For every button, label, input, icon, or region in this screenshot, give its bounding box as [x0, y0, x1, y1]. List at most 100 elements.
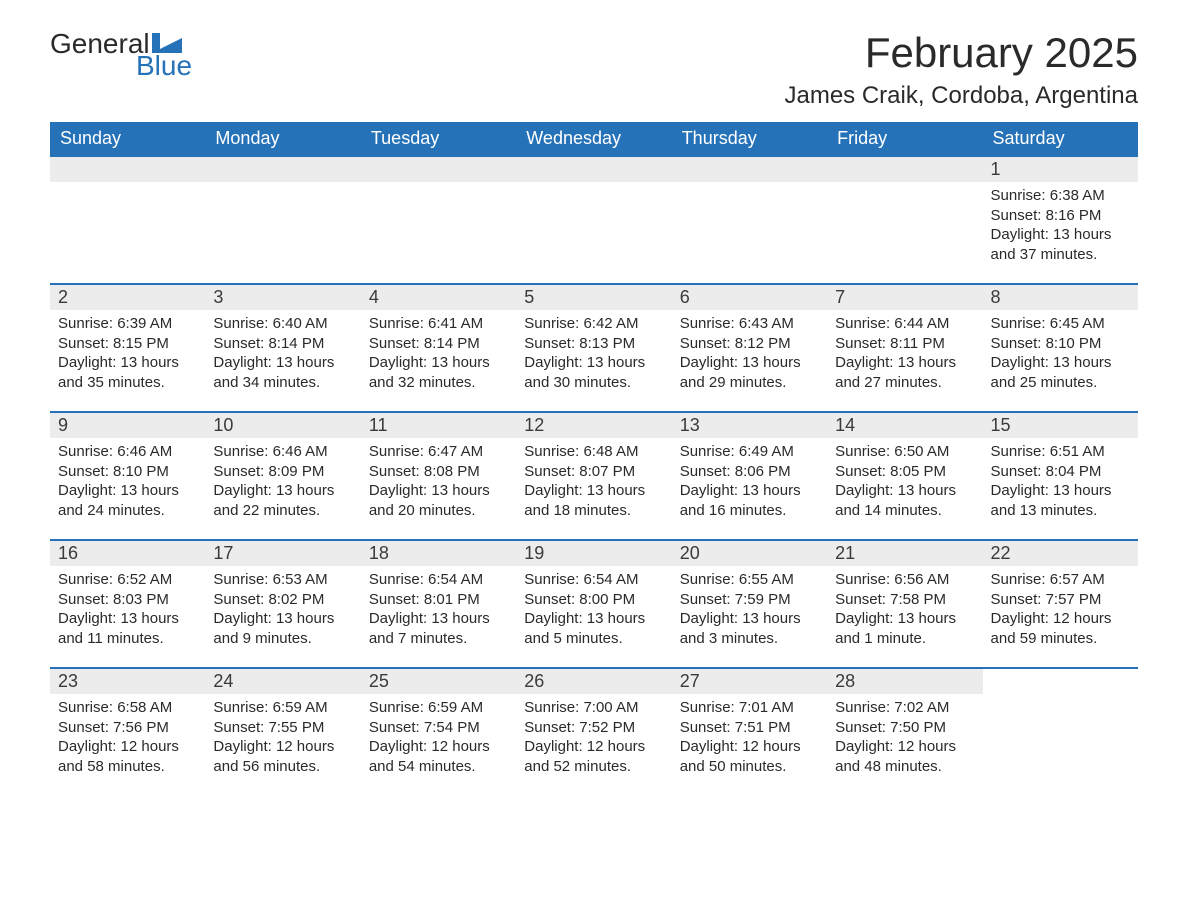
- calendar-day-cell: 14 Sunrise: 6:50 AMSunset: 8:05 PMDayligh…: [827, 411, 982, 539]
- daylight-line1: Daylight: 13 hours: [213, 353, 352, 373]
- daylight-line2: and 1 minute.: [835, 629, 974, 649]
- calendar-day-cell: 4Sunrise: 6:41 AMSunset: 8:14 PMDaylight…: [361, 283, 516, 411]
- sunset-text: Sunset: 8:09 PM: [213, 462, 352, 482]
- calendar-day-cell: 21Sunrise: 6:56 AMSunset: 7:58 PMDayligh…: [827, 539, 982, 667]
- sunset-text: Sunset: 8:15 PM: [58, 334, 197, 354]
- day-number-bar: [516, 155, 671, 182]
- day-number-bar: 27: [672, 667, 827, 694]
- daylight-line1: Daylight: 13 hours: [680, 481, 819, 501]
- day-number-bar: 9: [50, 411, 205, 438]
- day-number: 21: [835, 543, 855, 563]
- location-subtitle: James Craik, Cordoba, Argentina: [784, 82, 1138, 110]
- daylight-line1: Daylight: 13 hours: [369, 481, 508, 501]
- sunrise-text: Sunrise: 6:59 AM: [369, 698, 508, 718]
- day-number-bar: 19: [516, 539, 671, 566]
- sunset-text: Sunset: 8:06 PM: [680, 462, 819, 482]
- day-details: Sunrise: 6:57 AMSunset: 7:57 PMDaylight:…: [983, 566, 1138, 656]
- day-number: 26: [524, 671, 544, 691]
- day-number: 14: [835, 415, 855, 435]
- day-number-bar: 1: [983, 155, 1138, 182]
- day-number-bar: [672, 155, 827, 182]
- day-details: Sunrise: 6:50 AMSunset: 8:05 PMDaylight:…: [827, 438, 982, 528]
- day-number: 9: [58, 415, 68, 435]
- sunrise-text: Sunrise: 6:58 AM: [58, 698, 197, 718]
- sunset-text: Sunset: 7:56 PM: [58, 718, 197, 738]
- day-number-bar: 28: [827, 667, 982, 694]
- daylight-line2: and 27 minutes.: [835, 373, 974, 393]
- sunset-text: Sunset: 8:01 PM: [369, 590, 508, 610]
- calendar-day-cell: 1Sunrise: 6:38 AMSunset: 8:16 PMDaylight…: [983, 155, 1138, 283]
- day-details: Sunrise: 6:40 AMSunset: 8:14 PMDaylight:…: [205, 310, 360, 400]
- daylight-line1: Daylight: 13 hours: [213, 609, 352, 629]
- sunset-text: Sunset: 7:51 PM: [680, 718, 819, 738]
- calendar-day-cell: 19Sunrise: 6:54 AMSunset: 8:00 PMDayligh…: [516, 539, 671, 667]
- sunset-text: Sunset: 8:10 PM: [58, 462, 197, 482]
- calendar-table: SundayMondayTuesdayWednesdayThursdayFrid…: [50, 122, 1138, 795]
- weekday-header-row: SundayMondayTuesdayWednesdayThursdayFrid…: [50, 122, 1138, 155]
- daylight-line2: and 3 minutes.: [680, 629, 819, 649]
- calendar-day-cell: 11 Sunrise: 6:47 AMSunset: 8:08 PMDayligh…: [361, 411, 516, 539]
- day-details: Sunrise: 6:42 AMSunset: 8:13 PMDaylight:…: [516, 310, 671, 400]
- daylight-line1: Daylight: 13 hours: [369, 353, 508, 373]
- sunrise-text: Sunrise: 6:42 AM: [524, 314, 663, 334]
- day-number: 11: [369, 415, 388, 435]
- day-number: 6: [680, 287, 690, 307]
- day-details: Sunrise: 7:02 AMSunset: 7:50 PMDaylight:…: [827, 694, 982, 784]
- sunrise-text: Sunrise: 6:48 AM: [524, 442, 663, 462]
- daylight-line1: Daylight: 12 hours: [991, 609, 1130, 629]
- daylight-line2: and 37 minutes.: [991, 245, 1130, 265]
- day-details: Sunrise: 6:52 AMSunset: 8:03 PMDaylight:…: [50, 566, 205, 656]
- daylight-line2: and 32 minutes.: [369, 373, 508, 393]
- sunrise-text: Sunrise: 6:47 AM: [369, 442, 508, 462]
- daylight-line2: and 34 minutes.: [213, 373, 352, 393]
- day-number-bar: [50, 155, 205, 182]
- brand-word2: Blue: [136, 52, 192, 80]
- daylight-line1: Daylight: 13 hours: [835, 353, 974, 373]
- daylight-line2: and 18 minutes.: [524, 501, 663, 521]
- calendar-day-cell: 26Sunrise: 7:00 AMSunset: 7:52 PMDayligh…: [516, 667, 671, 795]
- calendar-week-row: 9 Sunrise: 6:46 AM Sunset: 8:10 PM Daylight…: [50, 411, 1138, 539]
- day-details: Sunrise: 6:59 AMSunset: 7:54 PMDaylight:…: [361, 694, 516, 784]
- sunset-text: Sunset: 8:14 PM: [213, 334, 352, 354]
- calendar-day-cell: 5Sunrise: 6:42 AMSunset: 8:13 PMDaylight…: [516, 283, 671, 411]
- day-number: 15: [991, 415, 1011, 435]
- day-details: Sunrise: 6:51 AMSunset: 8:04 PMDaylight:…: [983, 438, 1138, 528]
- daylight-line2: and 35 minutes.: [58, 373, 197, 393]
- sunset-text: Sunset: 8:03 PM: [58, 590, 197, 610]
- sunrise-text: Sunrise: 6:54 AM: [369, 570, 508, 590]
- daylight-line1: Daylight: 12 hours: [680, 737, 819, 757]
- day-number-bar: [205, 155, 360, 182]
- sunset-text: Sunset: 8:07 PM: [524, 462, 663, 482]
- day-number: 20: [680, 543, 700, 563]
- sunrise-text: Sunrise: 6:41 AM: [369, 314, 508, 334]
- calendar-day-cell: 6Sunrise: 6:43 AMSunset: 8:12 PMDaylight…: [672, 283, 827, 411]
- day-number: 8: [991, 287, 1001, 307]
- sunrise-text: Sunrise: 6:57 AM: [991, 570, 1130, 590]
- day-details: Sunrise: 6:48 AMSunset: 8:07 PMDaylight:…: [516, 438, 671, 528]
- daylight-line1: Daylight: 12 hours: [213, 737, 352, 757]
- sunrise-text: Sunrise: 6:51 AM: [991, 442, 1130, 462]
- day-number-bar: 16: [50, 539, 205, 566]
- day-number: 28: [835, 671, 855, 691]
- daylight-line1: Daylight: 13 hours: [58, 353, 197, 373]
- daylight-line1: Daylight: 13 hours: [213, 481, 352, 501]
- day-number: 7: [835, 287, 845, 307]
- daylight-line1: Daylight: 13 hours: [680, 353, 819, 373]
- day-number: 3: [213, 287, 223, 307]
- daylight-line1: Daylight: 12 hours: [835, 737, 974, 757]
- sunset-text: Sunset: 7:50 PM: [835, 718, 974, 738]
- daylight-line1: Daylight: 12 hours: [58, 737, 197, 757]
- daylight-line2: and 7 minutes.: [369, 629, 508, 649]
- sunset-text: Sunset: 7:59 PM: [680, 590, 819, 610]
- day-number: 12: [524, 415, 544, 435]
- calendar-week-row: 2Sunrise: 6:39 AMSunset: 8:15 PMDaylight…: [50, 283, 1138, 411]
- sunrise-text: Sunrise: 6:40 AM: [213, 314, 352, 334]
- day-number: 25: [369, 671, 389, 691]
- day-number-bar: 2: [50, 283, 205, 310]
- day-number-bar: 22: [983, 539, 1138, 566]
- sunrise-text: Sunrise: 6:46 AM: [213, 442, 352, 462]
- weekday-header: Monday: [205, 122, 360, 155]
- daylight-line2: and 16 minutes.: [680, 501, 819, 521]
- weekday-header: Saturday: [983, 122, 1138, 155]
- day-details: Sunrise: 6:47 AMSunset: 8:08 PMDaylight:…: [361, 438, 516, 528]
